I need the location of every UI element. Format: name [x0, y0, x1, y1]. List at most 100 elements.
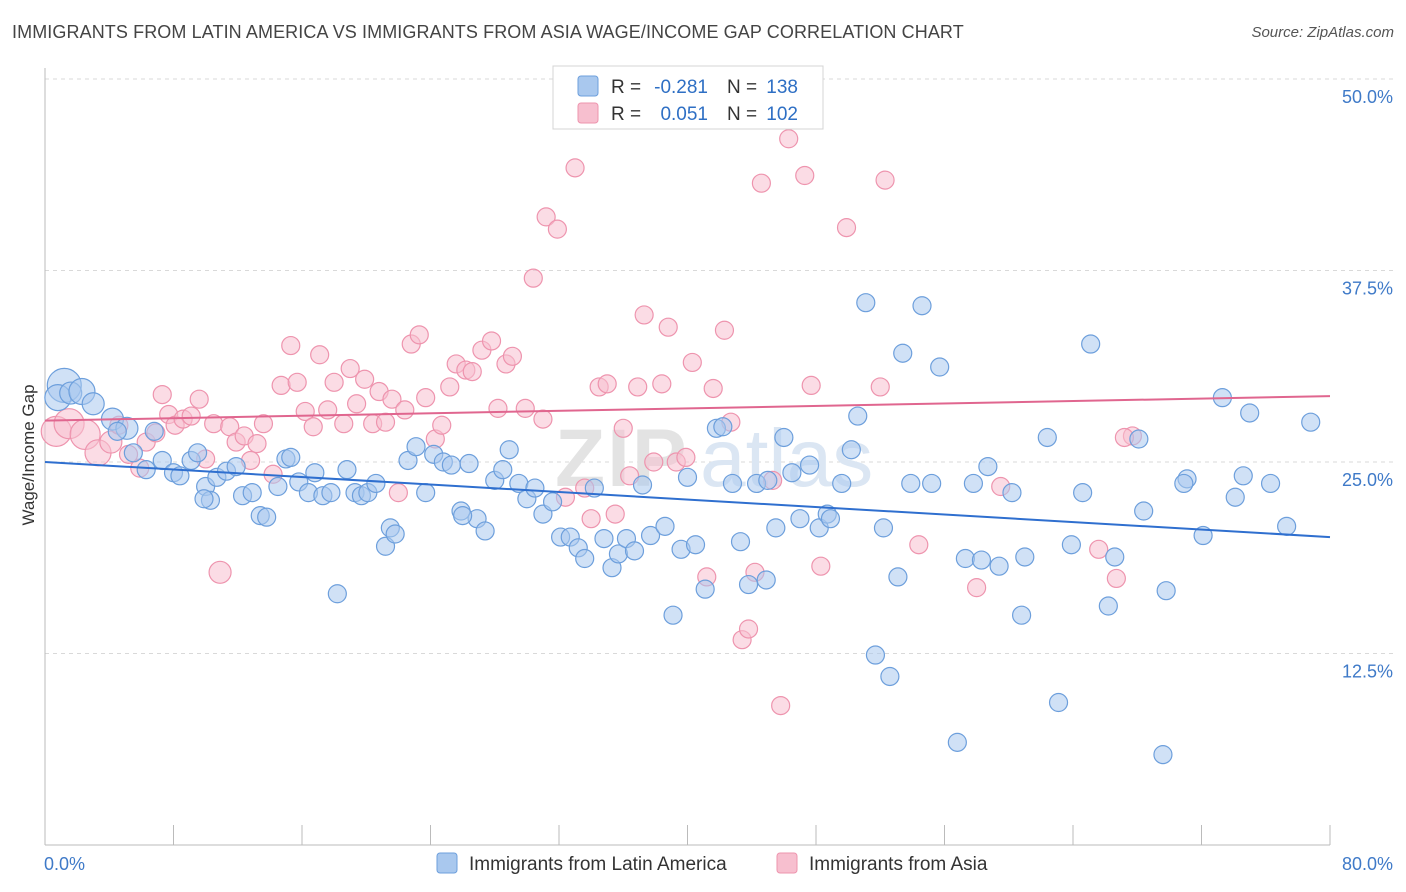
legend-r-value-2: 0.051 [660, 104, 708, 125]
point-latin-america-9 [136, 460, 156, 480]
trend-line-asia [44, 395, 1331, 422]
point-latin-america-76 [685, 535, 706, 555]
point-latin-america-107 [955, 548, 975, 569]
series-latin-america [44, 293, 1321, 765]
legend-r-label-1: R = [611, 77, 641, 98]
point-latin-america-79 [713, 417, 733, 437]
point-latin-america-69 [624, 541, 645, 561]
point-asia-41 [382, 389, 402, 409]
point-latin-america-7 [107, 421, 127, 441]
point-latin-america-99 [880, 666, 900, 687]
point-latin-america-72 [655, 516, 675, 536]
point-latin-america-110 [989, 556, 1009, 576]
point-asia-55 [488, 398, 508, 418]
point-latin-america-8 [123, 443, 143, 463]
point-latin-america-27 [281, 447, 301, 468]
point-latin-america-63 [575, 548, 595, 569]
point-asia-37 [355, 369, 375, 389]
point-latin-america-85 [766, 518, 786, 538]
point-latin-america-115 [1048, 692, 1069, 713]
point-asia-18 [208, 560, 232, 584]
point-asia-40 [375, 412, 396, 432]
legend-n-label-1: N = [727, 77, 757, 98]
point-asia-23 [247, 434, 267, 454]
point-asia-82 [714, 320, 735, 340]
point-latin-america-64 [584, 478, 604, 498]
point-latin-america-105 [930, 357, 950, 377]
point-latin-america-77 [695, 579, 715, 599]
legend: R = -0.281 N = 138 R = 0.051 N = 102 [552, 65, 824, 130]
point-asia-99 [1089, 539, 1109, 559]
point-asia-62 [547, 219, 567, 239]
point-asia-31 [310, 345, 330, 365]
point-latin-america-13 [170, 466, 190, 486]
point-latin-america-73 [663, 605, 683, 625]
point-asia-97 [909, 535, 929, 555]
point-asia-79 [682, 352, 702, 373]
point-latin-america-41 [385, 524, 405, 544]
point-latin-america-96 [856, 293, 876, 313]
point-latin-america-135 [963, 473, 984, 494]
point-asia-14 [181, 406, 201, 426]
point-latin-america-81 [730, 532, 751, 552]
point-latin-america-84 [756, 570, 776, 590]
point-latin-america-38 [366, 473, 386, 494]
point-latin-america-104 [922, 473, 942, 494]
point-latin-america-89 [799, 455, 820, 475]
point-latin-america-10 [144, 421, 164, 441]
point-latin-america-118 [1098, 596, 1118, 616]
bottom-legend: Immigrants from Latin America Immigrants… [436, 852, 988, 875]
point-latin-america-20 [226, 456, 246, 477]
legend-swatch-latin-america [577, 75, 599, 97]
x-tick-label-1: 80.0% [1342, 854, 1393, 874]
y-tick-labels: 12.5% 25.0% 37.5% 50.0% [1342, 87, 1393, 682]
bottom-legend-swatch-asia [776, 852, 798, 874]
point-asia-33 [324, 372, 344, 392]
point-asia-95 [870, 377, 890, 397]
point-latin-america-57 [525, 478, 545, 498]
point-latin-america-127 [1233, 466, 1253, 486]
legend-r-value-1: -0.281 [654, 77, 708, 98]
point-asia-28 [287, 372, 307, 392]
point-latin-america-117 [1081, 334, 1101, 354]
point-latin-america-98 [873, 518, 894, 538]
point-asia-92 [801, 375, 821, 395]
point-latin-america-133 [1174, 473, 1194, 494]
point-latin-america-112 [1011, 605, 1032, 625]
point-asia-30 [303, 417, 323, 437]
point-latin-america-25 [268, 476, 288, 497]
point-asia-76 [658, 317, 678, 337]
point-latin-america-101 [893, 343, 913, 363]
point-latin-america-113 [1015, 547, 1035, 567]
point-asia-34 [334, 414, 354, 434]
point-latin-america-22 [242, 483, 262, 503]
point-asia-100 [1106, 568, 1126, 589]
point-latin-america-44 [416, 483, 436, 503]
point-latin-america-129 [1260, 473, 1281, 494]
legend-n-label-2: N = [727, 104, 757, 125]
chart-title: IMMIGRANTS FROM LATIN AMERICA VS IMMIGRA… [12, 22, 964, 42]
point-asia-93 [811, 556, 831, 576]
point-latin-america-51 [475, 521, 495, 541]
point-latin-america-126 [1225, 487, 1245, 507]
point-asia-75 [652, 374, 672, 394]
y-tick-label-1: 25.0% [1342, 470, 1393, 490]
point-latin-america-103 [912, 296, 932, 316]
point-latin-america-93 [832, 473, 852, 494]
point-latin-america-87 [782, 463, 802, 483]
point-asia-90 [779, 129, 799, 149]
point-latin-america-88 [790, 509, 810, 529]
x-tick-label-0: 0.0% [44, 854, 85, 874]
point-latin-america-120 [1129, 429, 1149, 449]
point-asia-66 [581, 509, 601, 529]
point-latin-america-82 [738, 574, 759, 595]
y-tick-label-0: 12.5% [1342, 662, 1393, 682]
point-latin-america-97 [865, 645, 886, 665]
point-latin-america-119 [1105, 547, 1125, 567]
point-asia-60 [533, 409, 553, 429]
point-asia-87 [751, 173, 771, 193]
point-asia-58 [515, 398, 535, 418]
point-latin-america-24 [257, 507, 277, 527]
point-asia-36 [347, 394, 367, 414]
